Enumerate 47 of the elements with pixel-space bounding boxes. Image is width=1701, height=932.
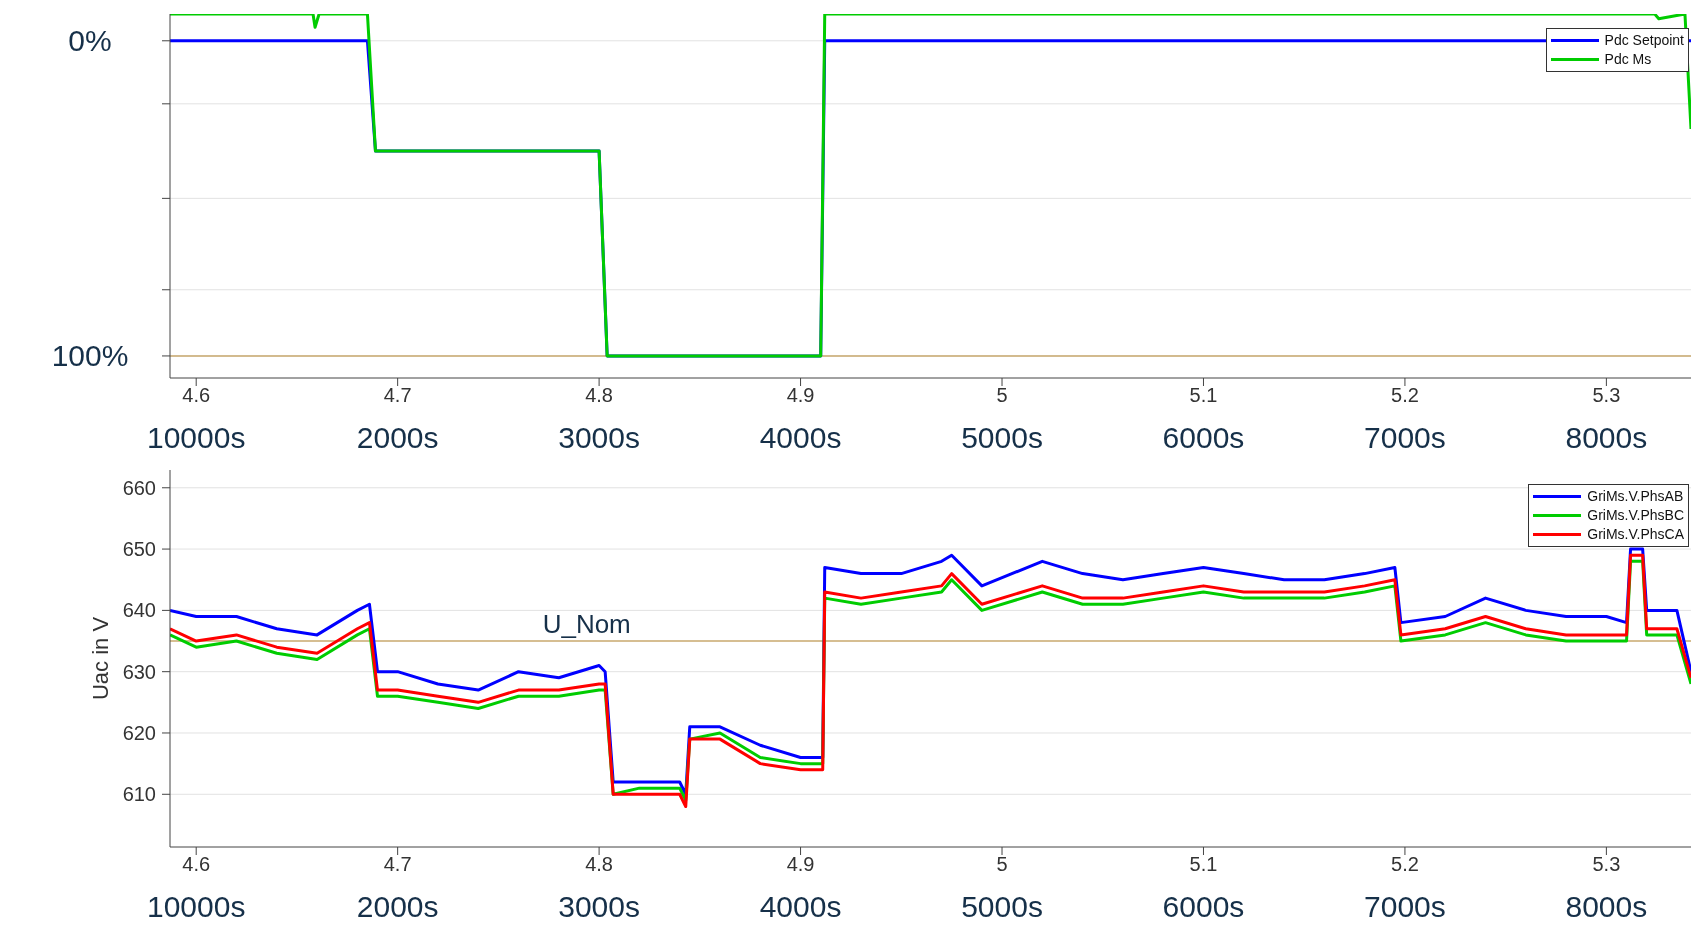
- x-tick-label: 4.9: [786, 853, 815, 876]
- x-tick-label: 5: [996, 384, 1008, 407]
- y-tick-label: 640: [122, 599, 156, 622]
- y-tick-label: 610: [122, 783, 156, 806]
- text: 2000s: [356, 889, 439, 925]
- text: 5000s: [961, 889, 1043, 925]
- y-tick-label: 630: [122, 660, 156, 683]
- x-tick-label: 4.7: [383, 853, 412, 876]
- ref-line-label: U_Nom: [542, 609, 631, 640]
- legend-label: GriMs.V.PhsAB: [1587, 487, 1684, 506]
- text: 6000s: [1162, 889, 1245, 925]
- x-tick-label: 5.1: [1189, 853, 1218, 876]
- text: 3000s: [558, 889, 640, 925]
- legend-label: Pdc Setpoint: [1604, 31, 1684, 50]
- x-tick-label: 4.6: [182, 853, 211, 876]
- x-tick-label: 5: [996, 853, 1008, 876]
- x-tick-label: 4.8: [585, 853, 614, 876]
- text: 7000s: [1364, 420, 1446, 456]
- x-tick-label: 4.6: [182, 384, 211, 407]
- text: 10000s: [146, 420, 246, 456]
- x-tick-label: 4.8: [585, 384, 614, 407]
- text: 4000s: [759, 420, 842, 456]
- x-tick-label: 5.2: [1391, 853, 1419, 876]
- text: 8000s: [1565, 420, 1648, 456]
- legend-label: GriMs.V.PhsCA: [1587, 525, 1684, 544]
- y-axis-title: Uac in V: [87, 616, 113, 701]
- y-tick-label: 650: [122, 538, 156, 561]
- x-tick-label: 5.2: [1391, 384, 1419, 407]
- x-tick-label: 5.1: [1189, 384, 1218, 407]
- text: 4000s: [759, 889, 842, 925]
- text: 8000s: [1565, 889, 1648, 925]
- text: 7000s: [1364, 889, 1446, 925]
- x-tick-label: 4.9: [786, 384, 815, 407]
- x-tick-label: 5.3: [1592, 384, 1621, 407]
- text: 3000s: [558, 420, 640, 456]
- y-tick-label: 620: [122, 721, 156, 744]
- y-tick-label: 660: [122, 476, 156, 499]
- x-tick-label: 4.7: [383, 384, 412, 407]
- y-tick-label: 100%: [51, 339, 129, 373]
- legend-label: Pdc Ms: [1604, 50, 1652, 69]
- text: 6000s: [1162, 420, 1245, 456]
- text: 5000s: [961, 420, 1043, 456]
- text: 2000s: [356, 420, 439, 456]
- y-tick-label: 0%: [68, 24, 112, 58]
- legend-label: GriMs.V.PhsBC: [1587, 506, 1684, 525]
- x-tick-label: 5.3: [1592, 853, 1621, 876]
- text: 10000s: [146, 889, 246, 925]
